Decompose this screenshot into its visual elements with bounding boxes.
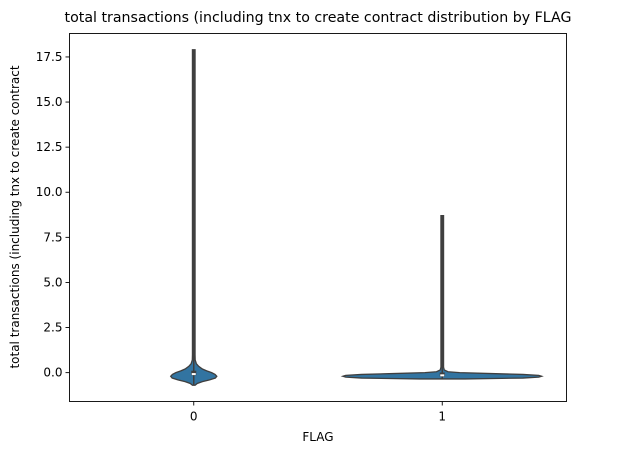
y-tick-label: 2.5	[43, 321, 62, 335]
chart-title: total transactions (including tnx to cre…	[65, 10, 572, 26]
violin-median-0	[191, 373, 196, 376]
x-tick-label: 1	[438, 410, 446, 424]
plot-area	[69, 33, 567, 402]
x-tick-label: 0	[190, 410, 198, 424]
x-axis-label: FLAG	[302, 430, 333, 444]
y-tick-label: 0.0	[43, 366, 62, 380]
violin-iqr-box-0	[191, 370, 197, 376]
y-tick-label: 10.0	[36, 185, 63, 199]
y-ticks-group: 0.0 2.5 5.0 7.5 10.0 12.5 15.0 17.5	[36, 50, 70, 380]
violin-median-1	[440, 374, 445, 377]
y-tick-label: 5.0	[43, 275, 62, 289]
y-axis-label: total transactions (including tnx to cre…	[8, 65, 22, 368]
y-tick-label: 17.5	[36, 50, 63, 64]
y-tick-label: 12.5	[36, 140, 63, 154]
violins-group	[169, 49, 544, 386]
y-tick-label: 7.5	[43, 230, 62, 244]
plot-frame	[69, 33, 567, 402]
y-tick-label: 15.0	[36, 95, 63, 109]
